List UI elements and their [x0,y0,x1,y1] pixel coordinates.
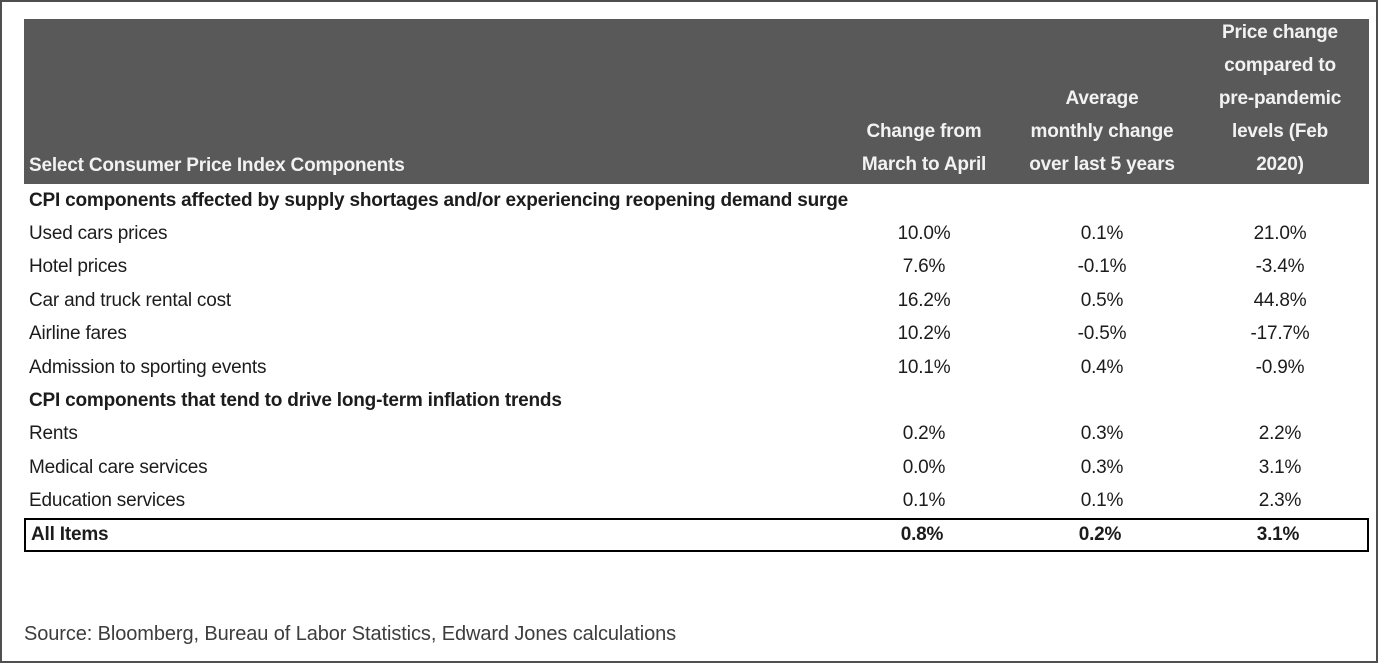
row-value: 0.1% [1080,490,1124,512]
table-row-education-services: Education services 0.1% 0.1% 2.3% [24,485,1369,518]
column-header-line: Change from [866,121,982,142]
row-value: -0.1% [1077,256,1127,278]
row-value: -17.7% [1250,323,1310,345]
column-header-change-march-april: Change from March to April [835,115,1013,181]
row-label: Hotel prices [29,256,127,278]
total-label: All Items [31,523,109,545]
row-value: 0.3% [1080,456,1124,478]
row-value: 21.0% [1253,223,1307,245]
row-value: 2.3% [1258,490,1302,512]
column-header-line: 2020) [1256,154,1304,175]
row-value: -0.9% [1255,356,1305,378]
column-header-line: pre-pandemic [1218,88,1342,109]
row-label: Rents [29,423,78,445]
row-value: 3.1% [1258,456,1302,478]
column-header-line: Average [1065,88,1139,109]
row-value: 16.2% [897,289,951,311]
row-value: -0.5% [1077,323,1127,345]
row-value: 0.4% [1080,356,1124,378]
row-label: Medical care services [29,456,208,478]
table-row-sporting-events: Admission to sporting events 10.1% 0.4% … [24,351,1369,384]
table-row-rents: Rents 0.2% 0.3% 2.2% [24,418,1369,451]
total-value: 0.2% [1078,523,1122,545]
row-value: -3.4% [1255,256,1305,278]
total-value: 0.8% [900,523,944,545]
row-value: 10.0% [897,223,951,245]
row-value: 10.1% [897,356,951,378]
row-value: 44.8% [1253,289,1307,311]
row-value: 2.2% [1258,423,1302,445]
column-header-line: March to April [861,154,987,175]
row-value: 0.1% [1080,223,1124,245]
column-header-line: levels (Feb [1231,121,1328,142]
column-header-line: Price change [1222,22,1338,43]
row-value: 0.3% [1080,423,1124,445]
table-row-airline-fares: Airline fares 10.2% -0.5% -17.7% [24,318,1369,351]
column-header-pre-pandemic-change: Price change compared to pre-pandemic le… [1191,16,1369,181]
row-label: Education services [29,490,185,512]
table-row-used-cars: Used cars prices 10.0% 0.1% 21.0% [24,217,1369,250]
row-value: 7.6% [902,256,946,278]
table-row-all-items-total: All Items 0.8% 0.2% 3.1% [24,517,1369,552]
table-header-row: Select Consumer Price Index Components C… [24,19,1369,184]
table-title: Select Consumer Price Index Components [29,155,405,176]
column-header-line: compared to [1224,55,1336,76]
table-row-medical-care: Medical care services 0.0% 0.3% 3.1% [24,451,1369,484]
section-header-long-term-inflation: CPI components that tend to drive long-t… [29,390,562,412]
row-label: Airline fares [29,323,127,345]
row-label: Car and truck rental cost [29,289,231,311]
row-value: 10.2% [897,323,951,345]
cpi-table: Select Consumer Price Index Components C… [24,19,1369,552]
row-value: 0.5% [1080,289,1124,311]
source-attribution: Source: Bloomberg, Bureau of Labor Stati… [24,623,677,645]
total-value: 3.1% [1256,523,1300,545]
row-value: 0.1% [902,490,946,512]
column-header-line: over last 5 years [1029,154,1175,175]
row-label: Used cars prices [29,223,168,245]
row-value: 0.0% [902,456,946,478]
table-row-hotel-prices: Hotel prices 7.6% -0.1% -3.4% [24,251,1369,284]
column-header-line: monthly change [1030,121,1174,142]
table-row-car-truck-rental: Car and truck rental cost 16.2% 0.5% 44.… [24,284,1369,317]
row-value: 0.2% [902,423,946,445]
column-header-avg-monthly-change: Average monthly change over last 5 years [1013,82,1191,181]
row-label: Admission to sporting events [29,356,267,378]
section-header-supply-shortages: CPI components affected by supply shorta… [29,189,848,211]
